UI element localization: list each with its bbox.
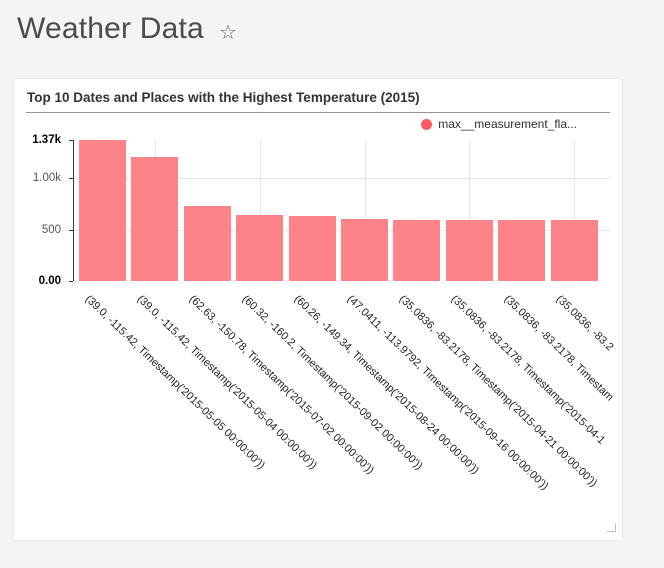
y-axis-tick — [69, 140, 73, 141]
y-axis-tick — [69, 178, 73, 180]
x-axis-tick-label: (62.63, -150.78, Timestamp('2015-07-02 0… — [186, 293, 377, 477]
x-axis-tick-label: (39.0, -115.42, Timestamp('2015-05-05 00… — [82, 293, 267, 472]
legend-item[interactable]: max__measurement_fla... — [421, 116, 577, 132]
x-axis-tick-label: (60.32, -160.2, Timestamp('2015-09-02 00… — [239, 293, 425, 473]
bar-series-max-measurement[interactable] — [131, 157, 179, 281]
page-header: Weather Data ☆ — [17, 12, 237, 46]
title-divider — [26, 112, 610, 113]
x-axis-tick-label: (39.0, -115.42, Timestamp('2015-05-04 00… — [134, 293, 320, 472]
bar-series-max-measurement[interactable] — [288, 215, 336, 281]
y-axis-line — [73, 140, 74, 281]
x-axis-tick-label: (35.0836, -83.2178, Timestam — [501, 293, 616, 404]
y-gridline — [74, 178, 611, 180]
x-axis-tick-label: (35.0836, -83.2178, Timestamp('2015-04-2… — [396, 293, 600, 490]
legend-series-dot-icon — [421, 118, 433, 130]
bar-chart-plot: 1.37k 1.00k 500 0.00 (39.0, -115.42, Timesta… — [14, 79, 622, 540]
x-gridline — [364, 140, 366, 281]
x-axis-tick-label: (47.0411, -113.9792, Timestamp('2015-09-… — [344, 293, 551, 493]
x-axis-tick-label: (60.26, -149.34, Timestamp('2015-08-24 0… — [291, 293, 482, 477]
x-gridline — [259, 140, 261, 281]
y-axis-tick-label: 500 — [41, 223, 61, 236]
favorite-star-icon[interactable]: ☆ — [218, 20, 237, 44]
y-axis-tick — [69, 229, 73, 231]
bar-series-max-measurement[interactable] — [79, 140, 126, 281]
bar-series-max-measurement[interactable] — [550, 219, 598, 281]
bar-series-max-measurement[interactable] — [236, 215, 284, 281]
chart-title: Top 10 Dates and Places with the Highest… — [27, 90, 420, 105]
bar-series-max-measurement[interactable] — [498, 219, 546, 281]
legend-series-label: max__measurement_fla... — [438, 117, 577, 131]
bar-series-max-measurement[interactable] — [183, 205, 231, 281]
y-axis-tick-label: 1.37k — [32, 134, 61, 146]
bar-series-max-measurement[interactable] — [393, 219, 441, 281]
y-axis-tick-label: 1.00k — [32, 172, 61, 185]
x-gridline — [574, 140, 576, 281]
page-title: Weather Data — [17, 12, 204, 45]
y-axis-tick-label: 0.00 — [38, 275, 61, 287]
bar-series-max-measurement[interactable] — [445, 219, 493, 281]
chart-card: Top 10 Dates and Places with the Highest… — [14, 79, 622, 540]
y-axis-tick — [69, 281, 73, 282]
bar-series-max-measurement[interactable] — [341, 219, 388, 281]
card-resize-handle[interactable] — [607, 523, 616, 532]
x-gridline — [469, 140, 471, 281]
